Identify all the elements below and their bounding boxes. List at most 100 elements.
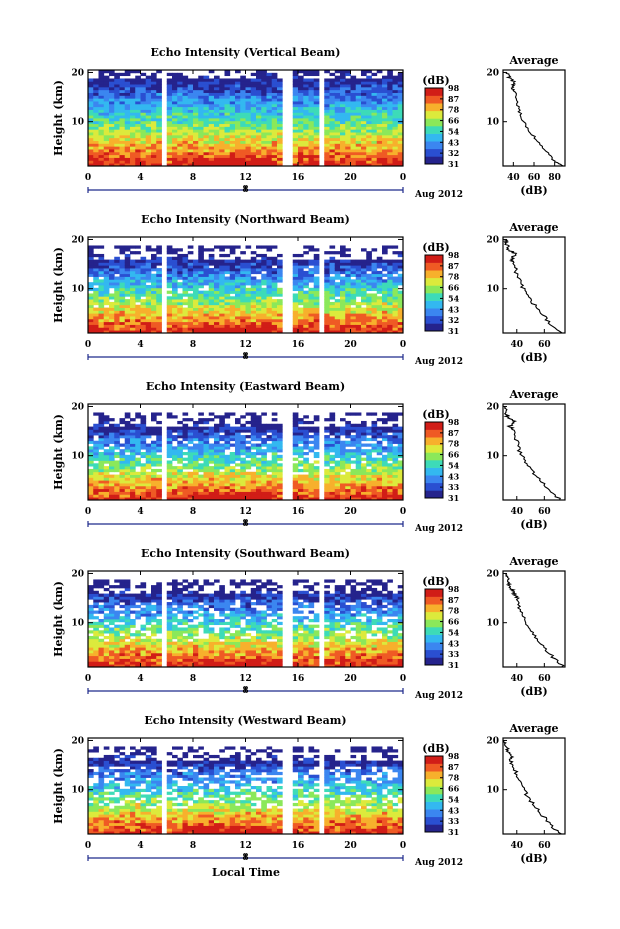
heatmap-cell <box>292 310 299 314</box>
heatmap-cell <box>177 446 183 450</box>
heatmap-cell <box>355 426 362 430</box>
average-y-tick-label: 20 <box>486 402 499 412</box>
heatmap-cell <box>303 463 309 467</box>
heatmap-cell <box>277 270 283 275</box>
heatmap-cell <box>324 468 330 473</box>
heatmap-cell <box>256 480 262 484</box>
heatmap-cell <box>193 449 199 453</box>
heatmap-cell <box>135 423 141 427</box>
heatmap-cell <box>292 146 299 150</box>
heatmap-cell <box>292 423 299 427</box>
heatmap-cell <box>303 440 309 444</box>
heatmap-cell <box>229 412 236 416</box>
heatmap-cell <box>271 109 278 113</box>
heatmap-cell <box>397 129 404 133</box>
heatmap-cell <box>203 137 210 141</box>
heatmap-cell <box>387 452 393 456</box>
heatmap-cell <box>382 78 388 82</box>
colorbar-swatch <box>425 262 443 271</box>
heatmap-cell <box>203 81 210 85</box>
heatmap-cell <box>198 301 204 306</box>
heatmap-cell <box>397 89 404 93</box>
heatmap-cell <box>172 72 178 77</box>
heatmap-cell <box>140 483 147 487</box>
heatmap-cell <box>140 443 147 447</box>
heatmap-cell <box>324 157 330 161</box>
heatmap-cell <box>382 449 388 453</box>
heatmap-cell <box>387 115 393 119</box>
heatmap-cell <box>292 494 299 498</box>
heatmap-cell <box>371 282 378 286</box>
heatmap-cell <box>361 270 367 275</box>
heatmap-cell <box>214 137 220 141</box>
heatmap-cell <box>271 89 278 93</box>
heatmap-cell <box>298 265 304 269</box>
heatmap-cell <box>245 420 252 425</box>
heatmap-cell <box>355 163 362 167</box>
heatmap-cell <box>392 123 399 127</box>
heatmap-cell <box>266 262 273 266</box>
heatmap-cell <box>124 466 131 470</box>
heatmap-cell <box>109 468 115 473</box>
heatmap-cell <box>187 432 194 436</box>
heatmap-cell <box>135 70 141 74</box>
heatmap-cell <box>292 293 299 297</box>
heatmap-cell <box>219 282 225 286</box>
heatmap-cell <box>277 426 283 430</box>
heatmap-cell <box>250 151 257 156</box>
heatmap-cell <box>208 154 215 158</box>
heatmap-cell <box>145 248 152 252</box>
heatmap-cell <box>361 78 367 82</box>
heatmap-cell <box>397 412 404 416</box>
heatmap-cell <box>214 112 220 116</box>
heatmap-cell <box>382 316 388 320</box>
heatmap-cell <box>245 245 252 249</box>
heatmap-cell <box>219 491 225 495</box>
heatmap-cell <box>324 443 330 447</box>
heatmap-cell <box>355 437 362 442</box>
heatmap-cell <box>203 457 210 461</box>
heatmap-cell <box>371 160 378 164</box>
heatmap-cell <box>88 316 94 320</box>
heatmap-cell <box>303 285 309 289</box>
heatmap-cell <box>303 316 309 320</box>
heatmap-cell <box>250 491 257 495</box>
heatmap-cell <box>145 324 152 328</box>
heatmap-cell <box>371 432 378 436</box>
heatmap-cell <box>292 109 299 113</box>
heatmap-cell <box>219 89 225 93</box>
heatmap-cell <box>397 163 404 167</box>
heatmap-cell <box>303 251 309 255</box>
heatmap-cell <box>140 112 147 116</box>
heatmap-cell <box>261 103 267 108</box>
heatmap-cell <box>277 471 283 475</box>
heatmap-cell <box>382 318 388 323</box>
heatmap-cell <box>245 120 252 125</box>
heatmap-cell <box>397 279 404 283</box>
heatmap-cell <box>166 301 173 306</box>
heatmap-cell <box>329 443 336 447</box>
heatmap-cell <box>250 270 257 275</box>
heatmap-cell <box>229 454 236 459</box>
heatmap-cell <box>271 115 278 119</box>
heatmap-cell <box>140 273 147 277</box>
heatmap-cell <box>130 70 136 74</box>
heatmap-cell <box>177 72 183 77</box>
heatmap-cell <box>203 310 210 314</box>
heatmap-cell <box>124 106 131 110</box>
colorbar-tick-label: 98 <box>448 83 460 93</box>
heatmap-cell <box>208 92 215 96</box>
heatmap-cell <box>250 109 257 113</box>
heatmap-cell <box>250 474 257 478</box>
heatmap-cell <box>366 307 372 311</box>
heatmap-cell <box>382 101 388 105</box>
heatmap-cell <box>114 120 120 125</box>
heatmap-cell <box>266 78 273 82</box>
heatmap-cell <box>376 327 383 331</box>
heatmap-cell <box>166 137 173 141</box>
heatmap-cell <box>208 273 215 277</box>
heatmap-cell <box>229 304 236 308</box>
heatmap-cell <box>334 115 341 119</box>
heatmap-cell <box>261 160 267 164</box>
heatmap-cell <box>187 120 194 125</box>
